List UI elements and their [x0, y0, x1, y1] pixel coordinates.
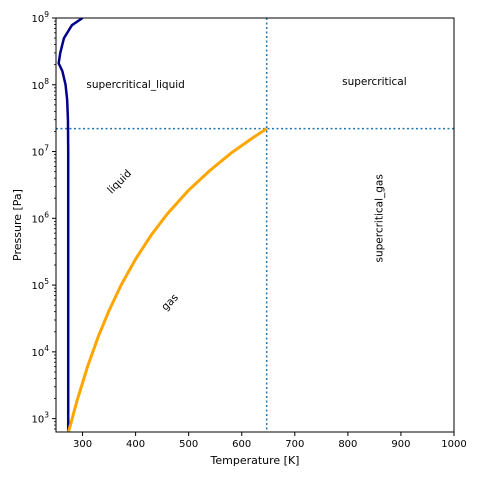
x-axis-label: Temperature [K] [210, 454, 300, 467]
x-tick-label: 300 [73, 439, 92, 450]
x-tick-label: 400 [126, 439, 145, 450]
axes: 300 400 500 600 700 800 900 1000 103 104 105 106 107… [31, 10, 466, 450]
x-tick-label: 700 [285, 439, 304, 450]
x-tick-label: 500 [179, 439, 198, 450]
region-label-supercritical-liquid: supercritical_liquid [86, 79, 185, 91]
y-tick-label: 106 [31, 210, 49, 225]
x-tick-label: 1000 [441, 439, 466, 450]
x-tick-label: 600 [232, 439, 251, 450]
vaporization-curve [66, 127, 268, 432]
y-tick-label: 107 [31, 144, 49, 159]
region-label-liquid: liquid [105, 168, 134, 197]
y-tick-label: 103 [31, 411, 49, 426]
region-label-supercritical-gas: supercritical_gas [374, 174, 386, 262]
x-tick-label: 900 [391, 439, 410, 450]
region-label-supercritical: supercritical [342, 76, 407, 88]
region-label-gas: gas [159, 292, 181, 314]
y-tick-label: 105 [31, 277, 49, 292]
y-axis-label: Pressure [Pa] [11, 189, 24, 261]
y-tick-label: 108 [31, 77, 49, 92]
y-tick-label: 109 [31, 10, 49, 25]
y-tick-label: 104 [31, 344, 49, 359]
melting-curve [57, 18, 84, 432]
x-tick-label: 800 [338, 439, 357, 450]
plot-area: supercritical_liquid supercritical liquid g… [56, 18, 454, 432]
